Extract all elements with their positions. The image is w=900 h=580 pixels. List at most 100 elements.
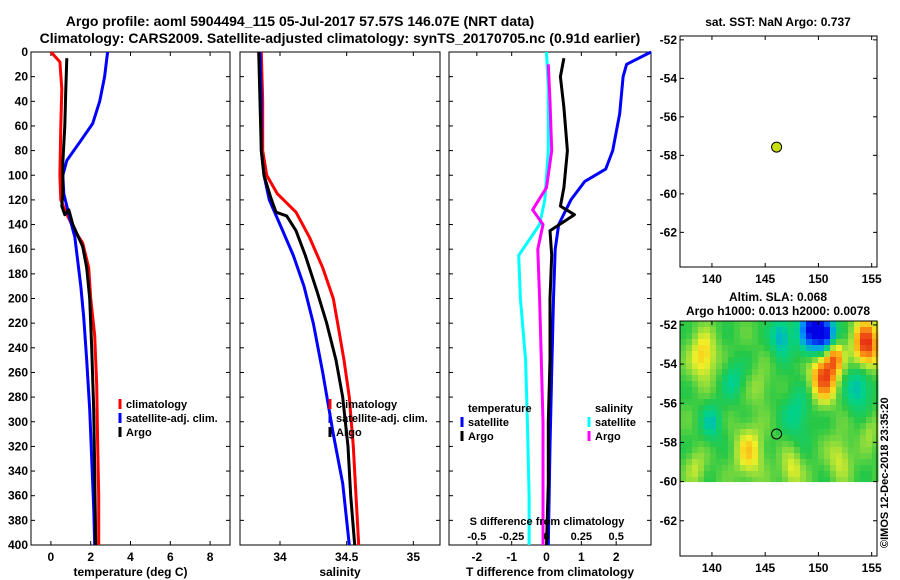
sla-cell <box>824 447 831 454</box>
y-tick-label: 120 <box>8 193 28 207</box>
sla-cell <box>866 351 873 358</box>
sla-cell <box>806 345 813 352</box>
sla-cell <box>860 417 867 424</box>
sla-cell <box>782 339 789 346</box>
sla-cell <box>866 387 873 394</box>
sla-cell <box>764 417 771 424</box>
sla-cell <box>782 321 789 328</box>
sla-cell <box>734 471 741 478</box>
sla-cell <box>722 351 729 358</box>
sla-cell <box>764 441 771 448</box>
sla-cell <box>728 321 735 328</box>
sla-cell <box>734 447 741 454</box>
sla-cell <box>800 327 807 334</box>
sla-cell <box>758 423 765 430</box>
series-line-argo <box>257 51 357 546</box>
sla-cell <box>692 423 699 430</box>
sla-cell <box>842 411 849 418</box>
sla-cell <box>800 357 807 364</box>
sla-cell <box>728 465 735 472</box>
sla-cell <box>806 363 813 370</box>
sla-cell <box>794 399 801 406</box>
sla-cell <box>740 393 747 400</box>
sla-cell <box>764 465 771 472</box>
sla-cell <box>722 441 729 448</box>
sla-cell <box>758 393 765 400</box>
y-tick-label: -52 <box>660 33 678 47</box>
sla-cell <box>776 345 783 352</box>
sla-cell <box>854 429 861 436</box>
sla-cell <box>824 429 831 436</box>
sla-cell <box>866 339 873 346</box>
sla-cell <box>758 417 765 424</box>
y-tick-label: 220 <box>8 316 28 330</box>
sla-cell <box>842 465 849 472</box>
sla-cell <box>830 357 837 364</box>
sla-cell <box>770 363 777 370</box>
sla-cell <box>716 405 723 412</box>
sla-cell <box>788 339 795 346</box>
y-tick-label: 140 <box>8 218 28 232</box>
x-tick-label: 6 <box>167 550 174 564</box>
sla-cell <box>788 369 795 376</box>
sla-cell <box>824 363 831 370</box>
sla-cell <box>854 351 861 358</box>
sla-cell <box>746 381 753 388</box>
sla-cell <box>830 441 837 448</box>
sla-cell <box>686 399 693 406</box>
sla-cell <box>794 375 801 382</box>
sla-cell <box>716 333 723 340</box>
sla-cell <box>692 345 699 352</box>
x-tick-label: 150 <box>808 561 828 575</box>
sla-cell <box>818 393 825 400</box>
sla-cell <box>740 345 747 352</box>
sla-cell <box>710 405 717 412</box>
sla-cell <box>770 381 777 388</box>
sla-cell <box>692 381 699 388</box>
series-line-climatology <box>259 51 361 546</box>
sla-cell <box>866 471 873 478</box>
sla-cell <box>722 369 729 376</box>
sla-cell <box>860 429 867 436</box>
sla-cell <box>710 339 717 346</box>
sla-cell <box>758 351 765 358</box>
sla-cell <box>854 387 861 394</box>
sla-cell <box>746 405 753 412</box>
sla-cell <box>794 327 801 334</box>
sla-cell <box>770 369 777 376</box>
sla-cell <box>872 435 879 442</box>
sla-cell <box>698 435 705 442</box>
sla-cell <box>680 357 687 364</box>
sla-cell <box>818 387 825 394</box>
sla-cell <box>872 423 879 430</box>
sla-cell <box>794 435 801 442</box>
sla-cell <box>794 321 801 328</box>
series-line-s-satellite <box>517 51 550 545</box>
sla-cell <box>776 381 783 388</box>
sla-cell <box>686 411 693 418</box>
sla-cell <box>716 447 723 454</box>
sla-cell <box>728 459 735 466</box>
sla-cell <box>698 459 705 466</box>
sla-cell <box>836 393 843 400</box>
sla-cell <box>752 411 759 418</box>
legend-label: satellite <box>468 417 509 429</box>
sla-cell <box>752 417 759 424</box>
sla-cell <box>752 423 759 430</box>
sla-cell <box>686 333 693 340</box>
sla-cell <box>800 333 807 340</box>
sla-cell <box>794 429 801 436</box>
sla-cell <box>734 351 741 358</box>
sla-cell <box>728 387 735 394</box>
sla-cell <box>776 333 783 340</box>
sla-cell <box>794 339 801 346</box>
sla-cell <box>746 399 753 406</box>
sla-cell <box>758 339 765 346</box>
sla-cell <box>734 345 741 352</box>
sla-cell <box>872 333 879 340</box>
sla-cell <box>854 405 861 412</box>
sla-cell <box>854 423 861 430</box>
sla-cell <box>758 345 765 352</box>
sla-cell <box>830 345 837 352</box>
